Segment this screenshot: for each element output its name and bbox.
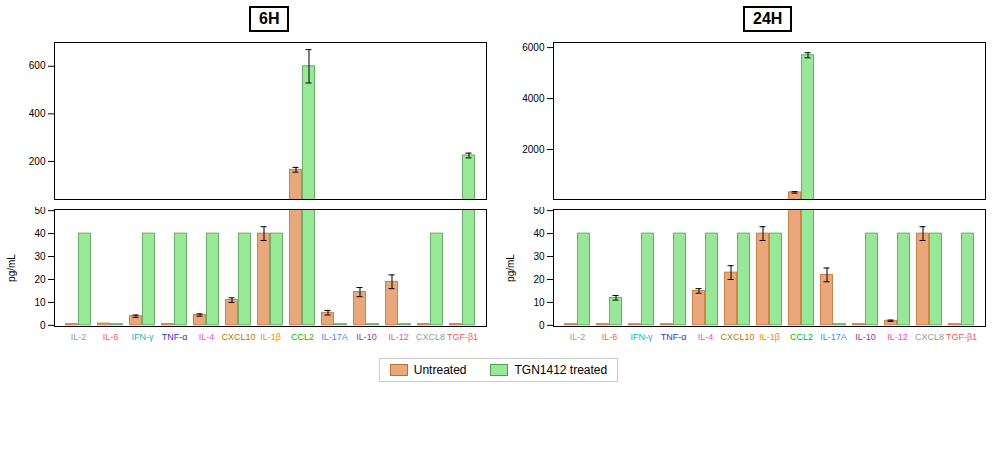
- svg-text:10: 10: [35, 297, 47, 308]
- svg-text:TGF-β1: TGF-β1: [946, 332, 977, 342]
- svg-text:20: 20: [533, 274, 545, 285]
- svg-text:IL-10: IL-10: [855, 332, 876, 342]
- svg-text:20: 20: [35, 274, 47, 285]
- svg-text:50: 50: [533, 207, 545, 216]
- svg-text:IL-1β: IL-1β: [759, 332, 780, 342]
- svg-text:CXCL8: CXCL8: [915, 332, 944, 342]
- svg-text:40: 40: [533, 228, 545, 239]
- svg-text:TNF-α: TNF-α: [162, 332, 188, 342]
- svg-text:6000: 6000: [522, 42, 545, 53]
- svg-text:200: 200: [29, 156, 46, 167]
- svg-text:IL-10: IL-10: [356, 332, 377, 342]
- svg-text:TNF-α: TNF-α: [660, 332, 686, 342]
- svg-text:0: 0: [539, 320, 545, 331]
- svg-text:600: 600: [29, 60, 46, 71]
- svg-text:pg/mL: pg/mL: [6, 254, 17, 282]
- svg-text:IL-1β: IL-1β: [260, 332, 281, 342]
- html-text:24H: 24H: [753, 10, 783, 27]
- svg-text:30: 30: [35, 251, 47, 262]
- svg-text:pg/mL: pg/mL: [504, 254, 515, 282]
- svg-text:50: 50: [35, 207, 47, 216]
- svg-text:0: 0: [40, 320, 46, 331]
- svg-text:IL-2: IL-2: [71, 332, 87, 342]
- svg-text:IL-2: IL-2: [569, 332, 585, 342]
- svg-text:IL-12: IL-12: [388, 332, 409, 342]
- svg-text:IFN-γ: IFN-γ: [132, 332, 154, 342]
- svg-text:IL-4: IL-4: [697, 332, 713, 342]
- svg-text:CXCL10: CXCL10: [222, 332, 256, 342]
- svg-text:IL-6: IL-6: [601, 332, 617, 342]
- svg-text:IL-6: IL-6: [103, 332, 119, 342]
- svg-text:CXCL10: CXCL10: [720, 332, 754, 342]
- svg-text:IL-17A: IL-17A: [321, 332, 348, 342]
- svg-text:40: 40: [35, 228, 47, 239]
- svg-text:CXCL8: CXCL8: [416, 332, 445, 342]
- svg-text:400: 400: [29, 108, 46, 119]
- svg-text:CCL2: CCL2: [790, 332, 813, 342]
- svg-text:4000: 4000: [522, 93, 545, 104]
- svg-text:30: 30: [533, 251, 545, 262]
- svg-text:TGF-β1: TGF-β1: [447, 332, 478, 342]
- svg-text:IL-17A: IL-17A: [820, 332, 847, 342]
- svg-text:10: 10: [533, 297, 545, 308]
- svg-text:CCL2: CCL2: [291, 332, 314, 342]
- svg-text:2000: 2000: [522, 144, 545, 155]
- svg-text:IL-12: IL-12: [887, 332, 908, 342]
- html-text:6H: 6H: [259, 10, 280, 27]
- html-text:TGN1412 treated: TGN1412 treated: [514, 363, 608, 377]
- html-text:Untreated: Untreated: [413, 363, 467, 377]
- svg-text:IL-4: IL-4: [199, 332, 215, 342]
- svg-text:IFN-γ: IFN-γ: [630, 332, 652, 342]
